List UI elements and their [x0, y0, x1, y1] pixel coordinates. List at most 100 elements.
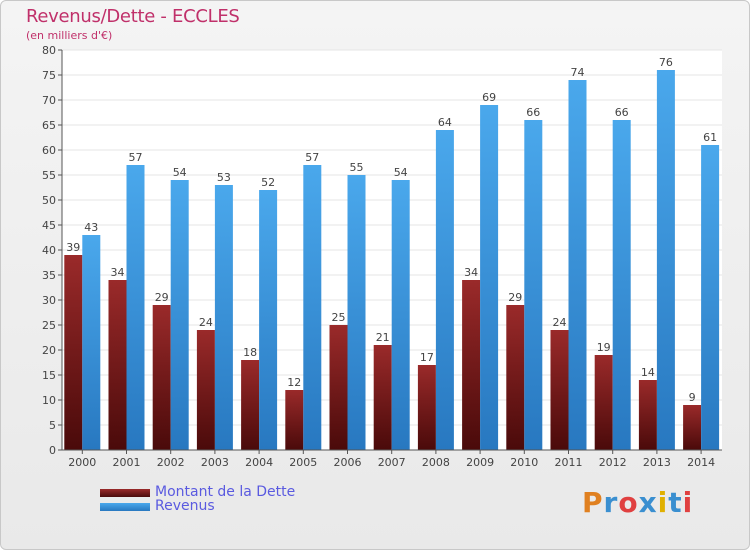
data-label: 53 [217, 171, 231, 184]
data-label: 66 [615, 106, 629, 119]
x-tick-label: 2003 [201, 456, 229, 469]
chart-title: Revenus/Dette - ECCLES [26, 6, 240, 27]
legend-label-debt: Montant de la Dette [155, 484, 296, 500]
bar-dette [417, 365, 436, 450]
bar-revenus [568, 80, 587, 450]
logo-letter: o [618, 486, 639, 519]
y-tick-label: 55 [42, 169, 56, 182]
bar-dette [196, 330, 215, 450]
bar-dette [550, 330, 569, 450]
y-tick-label: 5 [49, 419, 56, 432]
data-label: 69 [482, 91, 496, 104]
data-label: 55 [350, 161, 364, 174]
x-tick-label: 2006 [334, 456, 362, 469]
data-label: 39 [66, 241, 80, 254]
bar-revenus [612, 120, 631, 450]
bar-dette [152, 305, 171, 450]
logo-letter: P [582, 486, 604, 519]
bar-dette [373, 345, 392, 450]
y-tick-label: 10 [42, 394, 56, 407]
legend-swatch-revenus [100, 503, 150, 511]
bar-dette [683, 405, 702, 450]
chart-subtitle: (en milliers d'€) [26, 29, 113, 42]
y-tick-label: 70 [42, 94, 56, 107]
y-tick-label: 60 [42, 144, 56, 157]
bar-revenus [214, 185, 233, 450]
legend-swatch-debt [100, 489, 150, 497]
y-tick-label: 30 [42, 294, 56, 307]
logo-letter: t [668, 486, 683, 519]
data-label: 18 [243, 346, 257, 359]
y-tick-label: 65 [42, 119, 56, 132]
bar-dette [64, 255, 83, 450]
x-tick-label: 2005 [289, 456, 317, 469]
x-tick-label: 2009 [466, 456, 494, 469]
proxiti-logo: Proxiti [582, 486, 693, 519]
bar-revenus [303, 165, 322, 450]
bars [64, 70, 720, 450]
data-label: 9 [689, 391, 696, 404]
data-label: 29 [155, 291, 169, 304]
data-label: 17 [420, 351, 434, 364]
bar-dette [108, 280, 127, 450]
y-tick-label: 75 [42, 69, 56, 82]
data-label: 57 [305, 151, 319, 164]
data-label: 43 [84, 221, 98, 234]
y-tick-label: 50 [42, 194, 56, 207]
x-tick-label: 2014 [687, 456, 715, 469]
bar-revenus [391, 180, 410, 450]
data-label: 54 [173, 166, 187, 179]
y-tick-label: 25 [42, 319, 56, 332]
legend-label-revenus: Revenus [155, 498, 215, 514]
data-label: 66 [526, 106, 540, 119]
y-tick-label: 45 [42, 219, 56, 232]
bar-revenus [259, 190, 278, 450]
data-label: 61 [703, 131, 717, 144]
logo-letter: i [682, 486, 694, 519]
bar-dette [506, 305, 525, 450]
x-tick-label: 2012 [599, 456, 627, 469]
bar-revenus [701, 145, 720, 450]
data-label: 34 [464, 266, 478, 279]
data-labels: 39 43 34 57 29 54 24 53 18 52 12 57 25 55 21 54 17 64 34 69… [66, 56, 717, 404]
bar-dette [594, 355, 613, 450]
x-tick-label: 2004 [245, 456, 273, 469]
x-tick-label: 2010 [510, 456, 538, 469]
bar-dette [241, 360, 260, 450]
y-tick-label: 20 [42, 344, 56, 357]
data-label: 54 [394, 166, 408, 179]
x-tick-label: 2007 [378, 456, 406, 469]
data-label: 74 [571, 66, 585, 79]
data-label: 52 [261, 176, 275, 189]
x-tick-label: 2011 [555, 456, 583, 469]
data-label: 12 [287, 376, 301, 389]
y-tick-label: 40 [42, 244, 56, 257]
bar-dette [285, 390, 304, 450]
bar-revenus [82, 235, 101, 450]
bar-dette [462, 280, 481, 450]
x-tick-label: 2000 [68, 456, 96, 469]
data-label: 21 [376, 331, 390, 344]
data-label: 34 [111, 266, 125, 279]
data-label: 64 [438, 116, 452, 129]
bar-revenus [656, 70, 675, 450]
y-tick-label: 80 [42, 44, 56, 57]
x-tick-label: 2002 [157, 456, 185, 469]
logo-letter: i [657, 486, 669, 519]
logo-letter: r [603, 486, 619, 519]
y-tick-label: 35 [42, 269, 56, 282]
bar-revenus [347, 175, 366, 450]
data-label: 25 [332, 311, 346, 324]
data-label: 19 [597, 341, 611, 354]
bar-revenus [480, 105, 499, 450]
data-label: 76 [659, 56, 673, 69]
logo-letter: x [638, 486, 658, 519]
bar-dette [638, 380, 657, 450]
bar-revenus [435, 130, 454, 450]
x-tick-label: 2001 [113, 456, 141, 469]
bar-revenus [524, 120, 543, 450]
bar-revenus [170, 180, 189, 450]
data-label: 24 [553, 316, 567, 329]
data-label: 57 [129, 151, 143, 164]
